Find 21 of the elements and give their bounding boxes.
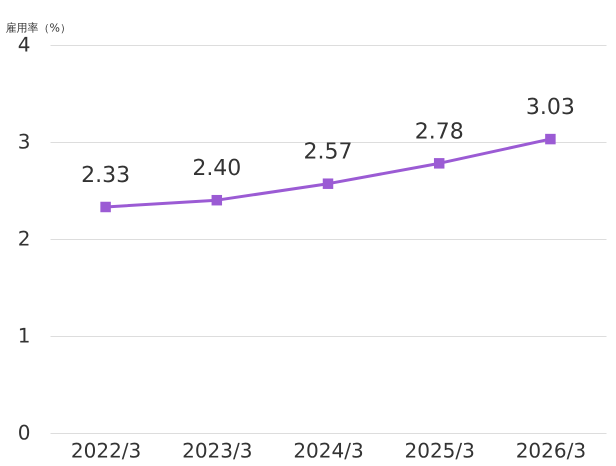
point xyxy=(434,158,444,169)
x-tick-label: 2022/3 xyxy=(70,438,142,462)
y-tick-label: 1 xyxy=(18,324,30,348)
data-label: 2.57 xyxy=(304,140,352,165)
y-tick-label: 2 xyxy=(18,226,30,250)
point xyxy=(100,202,111,212)
x-tick-label: 2023/3 xyxy=(182,438,252,462)
data-label: 2.33 xyxy=(81,162,130,188)
point xyxy=(322,178,334,189)
y-tick-label: 4 xyxy=(18,32,30,56)
x-tick-label: 2024/3 xyxy=(293,438,364,462)
data-label: 2.40 xyxy=(192,156,242,182)
y-tick-label: 3 xyxy=(18,130,30,154)
y-tick-label: 0 xyxy=(18,420,30,444)
point xyxy=(545,134,556,144)
y-axis-title: 雇用率（%） xyxy=(6,22,71,34)
data-label: 3.03 xyxy=(526,95,575,120)
x-tick-label: 2026/3 xyxy=(516,438,586,462)
data-label: 2.78 xyxy=(414,119,464,144)
point xyxy=(212,194,222,206)
x-tick-label: 2025/3 xyxy=(404,438,475,462)
